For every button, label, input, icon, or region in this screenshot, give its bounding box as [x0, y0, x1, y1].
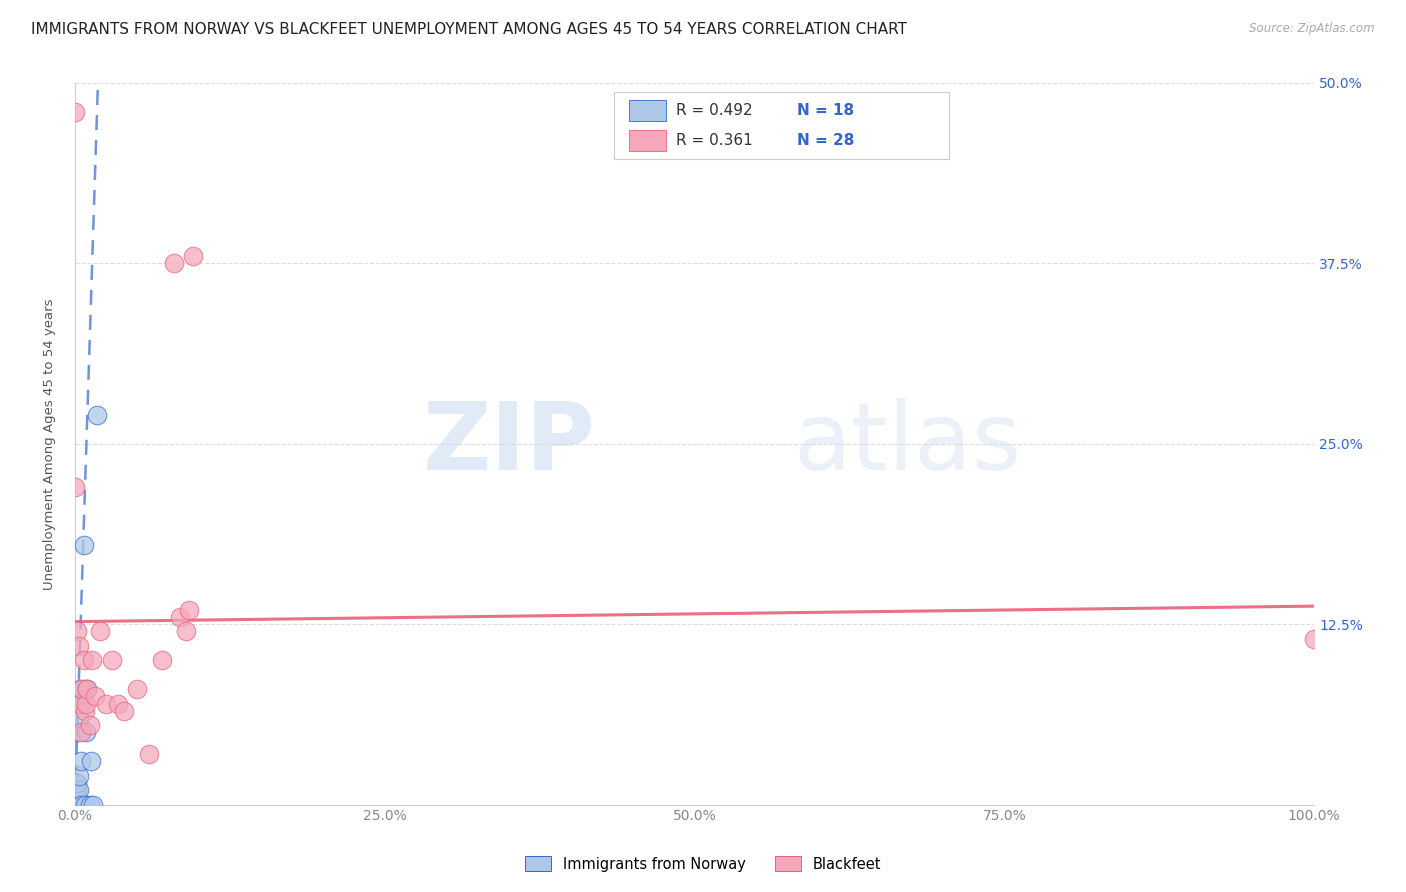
Point [67, 711, 90, 725]
Point [73, 704, 96, 718]
Point [66, 790, 89, 805]
Point [67, 769, 90, 783]
Point [66, 776, 89, 790]
Text: R = 0.492: R = 0.492 [676, 103, 752, 118]
Text: ZIP: ZIP [422, 398, 595, 490]
Point [72, 538, 94, 552]
Point [86, 408, 108, 422]
Point [65, 783, 87, 797]
Point [72, 653, 94, 667]
Point [65, 797, 87, 812]
Point [76, 682, 98, 697]
Point [70, 754, 93, 768]
Point [79, 718, 101, 732]
Point [89, 624, 111, 639]
Point [72, 697, 94, 711]
Point [75, 697, 97, 711]
Point [79, 797, 101, 812]
Point [138, 747, 160, 761]
Text: atlas: atlas [793, 398, 1022, 490]
Point [1303, 632, 1326, 646]
Point [107, 697, 129, 711]
Point [150, 653, 173, 667]
Text: IMMIGRANTS FROM NORWAY VS BLACKFEET UNEMPLOYMENT AMONG AGES 45 TO 54 YEARS CORRE: IMMIGRANTS FROM NORWAY VS BLACKFEET UNEM… [31, 22, 907, 37]
Point [70, 725, 93, 739]
Point [82, 797, 104, 812]
Point [67, 797, 90, 812]
Text: N = 18: N = 18 [797, 103, 855, 118]
Point [66, 725, 89, 739]
Point [63, 104, 86, 119]
FancyBboxPatch shape [614, 92, 949, 159]
Point [66, 783, 89, 797]
Point [94, 697, 117, 711]
Point [70, 797, 93, 812]
FancyBboxPatch shape [628, 100, 666, 121]
FancyBboxPatch shape [628, 130, 666, 152]
Point [76, 682, 98, 697]
Point [66, 624, 89, 639]
Point [67, 639, 90, 653]
Point [65, 776, 87, 790]
Point [181, 249, 204, 263]
Text: Source: ZipAtlas.com: Source: ZipAtlas.com [1250, 22, 1375, 36]
Point [63, 783, 86, 797]
Point [177, 603, 200, 617]
Point [63, 797, 86, 812]
Point [66, 797, 89, 812]
Point [82, 653, 104, 667]
Point [73, 797, 96, 812]
Point [163, 256, 186, 270]
Legend: Immigrants from Norway, Blackfeet: Immigrants from Norway, Blackfeet [519, 850, 887, 878]
Text: R = 0.361: R = 0.361 [676, 133, 752, 148]
Point [65, 790, 87, 805]
Point [63, 480, 86, 494]
Point [69, 682, 91, 697]
Point [69, 697, 91, 711]
Point [101, 653, 124, 667]
Point [176, 624, 198, 639]
Point [72, 682, 94, 697]
Point [80, 754, 103, 768]
Point [67, 783, 90, 797]
Point [75, 682, 97, 697]
Point [83, 690, 105, 704]
Y-axis label: Unemployment Among Ages 45 to 54 years: Unemployment Among Ages 45 to 54 years [44, 298, 56, 590]
Point [125, 682, 148, 697]
Text: N = 28: N = 28 [797, 133, 855, 148]
Point [169, 610, 191, 624]
Point [114, 704, 136, 718]
Point [75, 725, 97, 739]
